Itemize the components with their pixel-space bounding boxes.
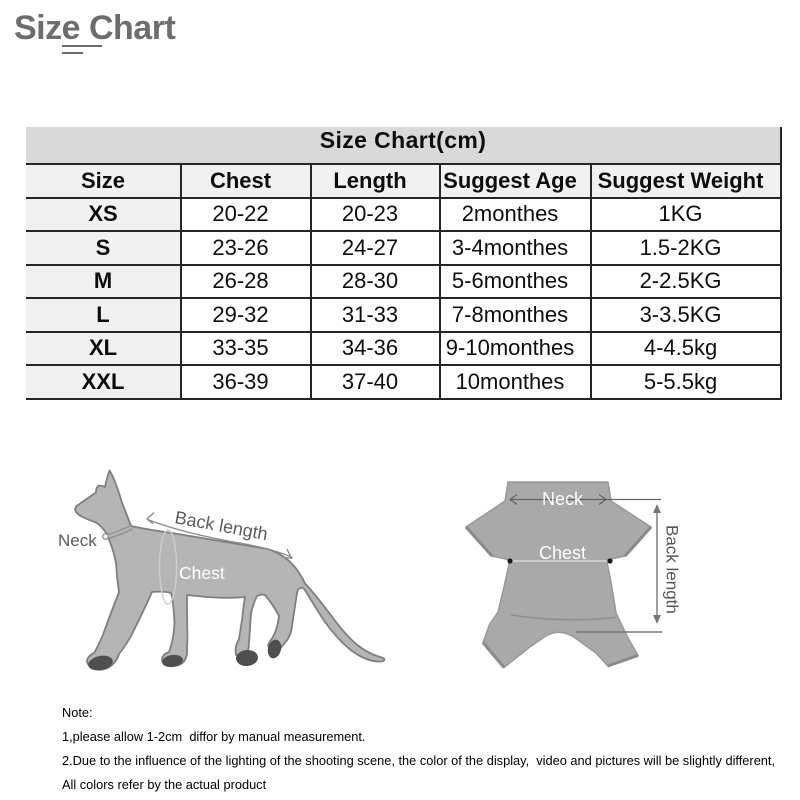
svg-text:Chest: Chest bbox=[539, 543, 586, 563]
svg-text:Chest: Chest bbox=[179, 563, 225, 583]
svg-text:Neck: Neck bbox=[58, 531, 97, 550]
svg-text:Neck: Neck bbox=[542, 489, 584, 509]
svg-text:Back length: Back length bbox=[663, 525, 682, 614]
